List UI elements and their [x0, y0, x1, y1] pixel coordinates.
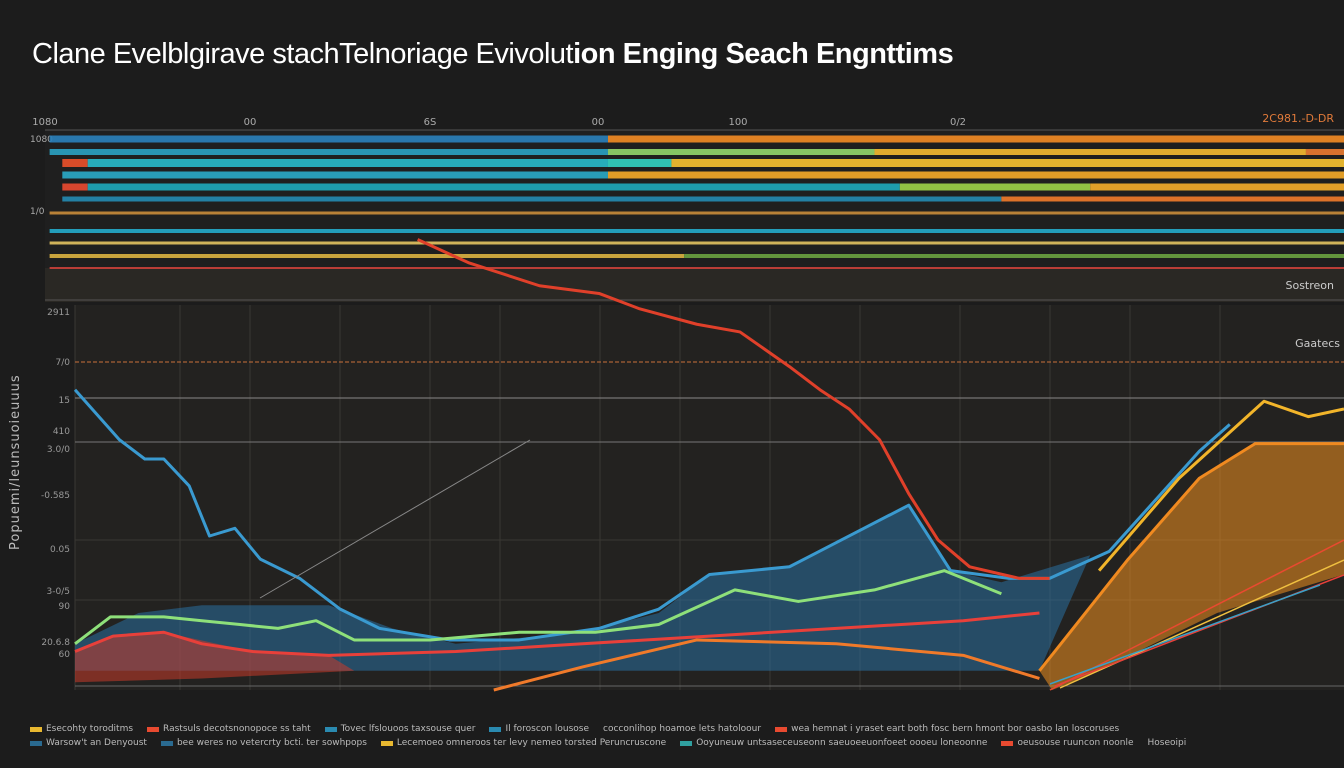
y-tick-label: 2911 [47, 308, 70, 318]
series-line [74, 569, 1002, 645]
series-line [417, 238, 1050, 580]
y-tick-label: 410 [53, 427, 70, 437]
series-line [1097, 399, 1344, 572]
bar-segment [1090, 183, 1344, 191]
top-tick-label: 0/2 [950, 117, 966, 128]
legend-label: Rastsuls decotsnonopoce ss taht [163, 724, 311, 734]
series-line [493, 638, 1040, 692]
bar-segment [49, 267, 1344, 269]
bar-segment [899, 183, 1091, 191]
y-tick-label: 7/0 [56, 358, 71, 368]
legend-label: cocconlihop hoamoe lets hatoloour [603, 724, 762, 734]
y-tick-label: 3-0/5 [47, 587, 70, 597]
series-line-thin [1049, 539, 1344, 691]
title-bold: ion Enging Seach Engnttims [573, 38, 954, 70]
legend-label: Esecohty toroditms [46, 724, 134, 734]
legend-swatch [680, 740, 693, 746]
legend-item: Tovec lfslouoos taxsouse quer [324, 724, 476, 734]
legend-swatch [324, 726, 337, 732]
series-area [75, 632, 355, 683]
legend-item: Lecemoeo omneroos ter levy nemeo torsted… [380, 738, 667, 748]
bar-segment [607, 135, 1344, 143]
legend-label: Il foroscon lousose [505, 724, 590, 734]
legend-item: Warsow't an Denyoust [30, 738, 147, 748]
legend-item: Il foroscon lousose [489, 724, 589, 734]
y-tick-label: 90 [59, 602, 71, 612]
legend-swatch [1001, 740, 1014, 746]
bar-segment [87, 159, 608, 167]
bar-segment [607, 159, 672, 167]
bar-segment [1305, 149, 1344, 155]
bar-segment [62, 159, 88, 167]
legend-swatch [380, 740, 393, 746]
legend-item: wea hemnat i yraset eart both fosc bern … [775, 724, 1119, 734]
legend-label: Tovec lfslouoos taxsouse quer [340, 724, 476, 734]
legend-swatch [30, 726, 42, 732]
legend-label: Ooyuneuw untsaseceuseonn saeuoeeuonfoeet… [696, 738, 988, 748]
legend-row-2: Warsow't an Denyoust bee weres no vetercr… [30, 738, 1186, 748]
bar-segment [684, 254, 1344, 258]
legend-item: Ooyuneuw untsaseceuseonn saeuoeeuonfoeet… [680, 738, 987, 748]
bar-segment [62, 171, 608, 179]
legend-swatch [147, 726, 160, 732]
y-tick-label-top: 1/0 [30, 207, 45, 217]
bar-segment [62, 183, 88, 191]
y-tick-label-top: 1080 [30, 135, 53, 145]
legend-swatch [30, 740, 42, 746]
top-tick-label: 100 [728, 117, 747, 128]
bar-segment [874, 149, 1306, 155]
legend-label: Warsow't an Denyoust [46, 738, 147, 748]
bar-segment [49, 229, 1344, 233]
legend-label: bee weres no vetercrty bcti. ter sowhpop… [176, 738, 367, 748]
chart-title: Clane Evelblgirave stachTelnoriage Evivo… [32, 38, 954, 71]
top-tick-label: 00 [592, 117, 605, 128]
bar-segment [49, 254, 685, 258]
legend-row-1: Esecohty toroditms Rastsuls decotsnonopoc… [30, 724, 1119, 734]
bar-segment [1001, 196, 1344, 202]
legend-swatch [775, 726, 788, 732]
right-label: 2C981.-D-DR [1262, 112, 1334, 125]
bar-segment [607, 171, 1344, 179]
bar-segment [49, 241, 1344, 245]
series-line [1038, 442, 1344, 672]
bar-segment [607, 149, 875, 155]
bar-segment [49, 135, 608, 143]
legend-item: cocconlihop hoamoe lets hatoloour [603, 724, 761, 734]
legend-label: Lecemoeo omneroos ter levy nemeo torsted… [396, 738, 667, 748]
legend-item: bee weres no vetercrty bcti. ter sowhpop… [160, 738, 367, 748]
title-light: Clane Evelblgirave stachTelnoriage Evivo… [32, 38, 574, 70]
y-tick-label: 60 [59, 650, 71, 660]
series-line [74, 611, 1040, 657]
legend-item: oeusouse ruuncon noonle [1001, 738, 1133, 748]
right-label: Sostreon [1285, 279, 1334, 292]
legend-label: wea hemnat i yraset eart both fosc bern … [791, 724, 1120, 734]
top-tick-label: 6S [424, 117, 437, 128]
bar-segment [49, 211, 1344, 215]
legend-label: Hoseoipi [1147, 738, 1187, 748]
series-line-thin [1049, 584, 1321, 685]
y-tick-label: 15 [59, 396, 70, 406]
y-tick-label: 0.05 [50, 545, 70, 555]
legend-swatch [489, 726, 502, 732]
legend-item: Esecohty toroditms [30, 724, 133, 734]
y-tick-label: 20.6.8 [41, 638, 70, 648]
top-tick-label: 00 [244, 117, 257, 128]
top-tick-label: 1080 [32, 117, 57, 128]
bar-segment [62, 196, 1002, 202]
right-label: Gaatecs [1295, 337, 1340, 350]
bar-segment [49, 149, 608, 155]
y-tick-label: -0.585 [41, 491, 70, 501]
y-tick-label: 3.0/0 [47, 445, 70, 455]
legend-item: Rastsuls decotsnonopoce ss taht [147, 724, 311, 734]
legend-swatch [160, 740, 173, 746]
legend-item: Hoseoipi [1147, 738, 1186, 748]
top-panel-footer [45, 268, 1344, 302]
bar-segment [671, 159, 1344, 167]
legend-label: oeusouse ruuncon noonle [1017, 738, 1134, 748]
trend-line [259, 439, 531, 599]
bar-segment [87, 183, 900, 191]
series-area [1039, 443, 1344, 690]
